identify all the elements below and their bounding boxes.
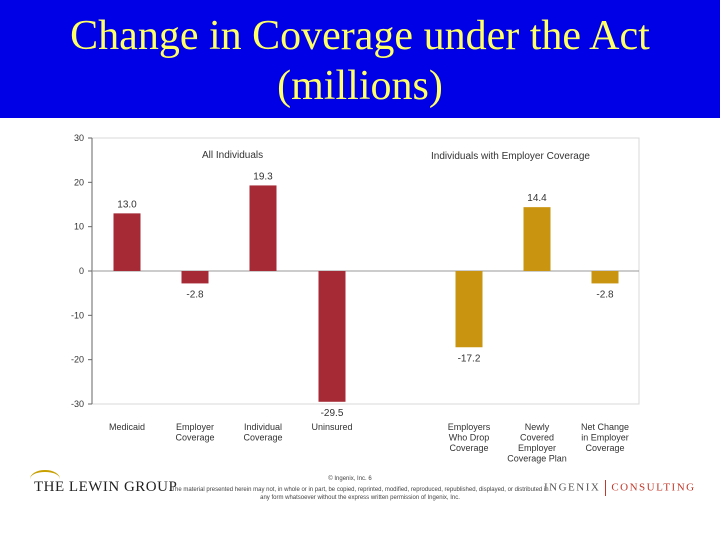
bar xyxy=(523,207,551,271)
category-label: Individual xyxy=(244,422,282,432)
chart-title-line-1: Change in Coverage under the Act xyxy=(70,13,650,59)
category-label: Coverage xyxy=(585,443,624,453)
chart-title-line-2: (millions) xyxy=(277,63,443,109)
logo-separator xyxy=(605,480,607,496)
bar xyxy=(113,213,141,271)
consulting-logo-text: CONSULTING xyxy=(611,481,696,494)
y-tick-label: 20 xyxy=(74,177,84,187)
data-label: 13.0 xyxy=(117,199,137,210)
category-label: Employer xyxy=(176,422,214,432)
category-label: Net Change xyxy=(581,422,629,432)
y-tick-label: 30 xyxy=(74,133,84,143)
bar xyxy=(318,271,346,402)
data-label: -29.5 xyxy=(321,408,344,419)
bar xyxy=(181,271,209,284)
data-label: -2.8 xyxy=(596,289,614,300)
category-labels: Medicaid EmployerCoverageIndividualCovera… xyxy=(109,422,629,464)
category-label: Who Drop xyxy=(449,433,490,443)
category-label: Uninsured xyxy=(311,422,352,432)
legal-notice: The material presented herein may not, i… xyxy=(171,487,549,501)
y-tick-label: 10 xyxy=(74,222,84,232)
category-label: in Employer xyxy=(581,433,629,443)
data-label: -17.2 xyxy=(458,353,481,364)
y-tick-label: -20 xyxy=(71,355,84,365)
y-axis: 30 20 10 0 -10 -20 -30 xyxy=(71,133,639,409)
ingenix-logo-text: INGENIX xyxy=(544,481,601,494)
title-band: Change in Coverage under the Act (millio… xyxy=(0,0,720,118)
category-label: Medicaid xyxy=(109,422,145,432)
category-label: Coverage xyxy=(243,433,282,443)
category-label: Newly xyxy=(525,422,550,432)
category-label: Employers xyxy=(448,422,491,432)
y-tick-label: -30 xyxy=(71,399,84,409)
ingenix-consulting-logo: INGENIX CONSULTING xyxy=(544,480,696,496)
bar xyxy=(455,271,483,348)
category-label: Covered xyxy=(520,433,554,443)
category-label: Coverage Plan xyxy=(507,454,567,464)
data-labels: 13.0 -2.8 19.3 -29.5 -17.2 14.4 -2.8 xyxy=(117,171,614,418)
panel-label-all-individuals: All Individuals xyxy=(202,150,263,161)
bars xyxy=(113,185,619,402)
y-tick-label: 0 xyxy=(79,266,84,276)
data-label: -2.8 xyxy=(186,289,204,300)
panel-label-employer-coverage: Individuals with Employer Coverage xyxy=(431,151,590,162)
category-label: Coverage xyxy=(175,433,214,443)
copyright-text: © Ingenix, Inc. 6 xyxy=(328,476,372,482)
y-tick-label: -10 xyxy=(71,310,84,320)
bar xyxy=(249,185,277,271)
category-label: Employer xyxy=(518,443,556,453)
lewin-group-logo: THE LEWIN GROUP xyxy=(34,479,178,495)
bar xyxy=(591,271,619,284)
lewin-group-logo-arc xyxy=(30,470,60,488)
data-label: 19.3 xyxy=(253,171,273,182)
category-label: Coverage xyxy=(449,443,488,453)
data-label: 14.4 xyxy=(527,193,547,204)
